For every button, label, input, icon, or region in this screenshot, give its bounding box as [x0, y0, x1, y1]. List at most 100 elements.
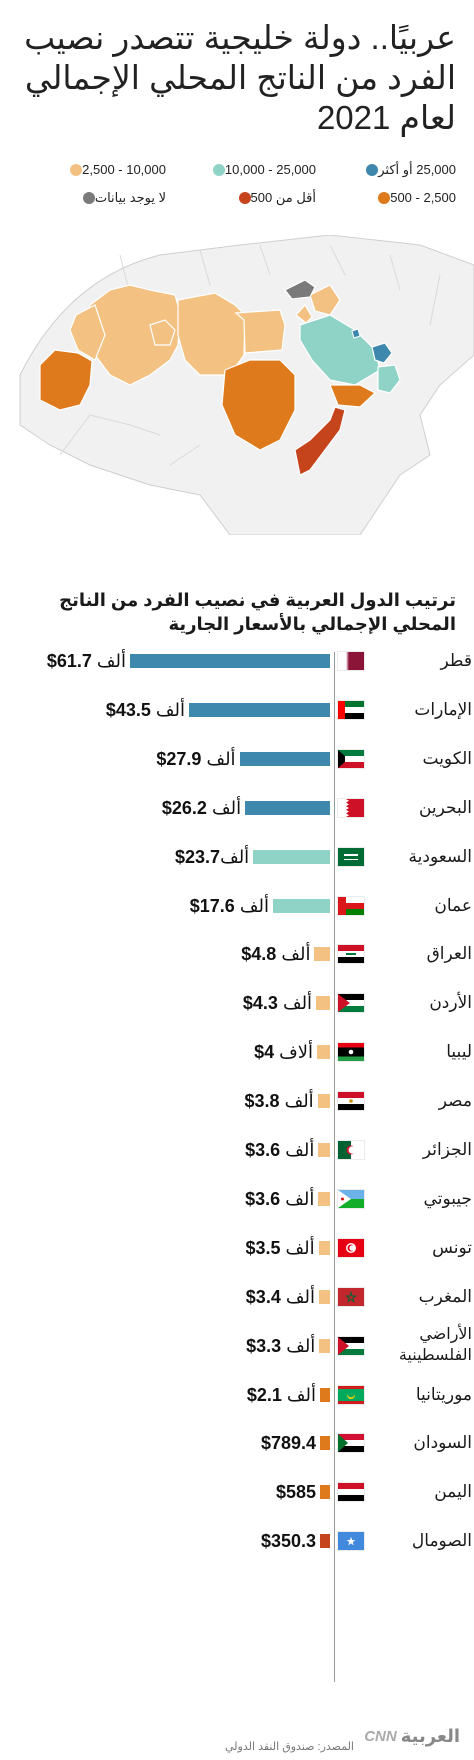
sudan-flag-icon: [338, 1434, 364, 1453]
bar: [317, 1045, 330, 1060]
jordan-flag-icon: [338, 994, 364, 1013]
bar: [318, 1240, 330, 1255]
value-label: $23.7ألف: [175, 846, 250, 867]
chart-row: موريتانيا $2.1 ألف: [0, 1375, 474, 1415]
bar: [316, 996, 330, 1011]
country-label: ليبيا: [446, 1042, 472, 1062]
oman-flag-icon: [338, 896, 364, 915]
legend-dot-icon: [212, 163, 225, 176]
value-label: $3.4 ألف: [245, 1286, 315, 1307]
djibouti-flag-icon: [338, 1189, 364, 1208]
value-label: $27.9 ألف: [156, 748, 236, 769]
chart-row: المغرب $3.4 ألف: [0, 1277, 474, 1317]
country-label: الأراضي الفلسطينية: [398, 1325, 472, 1364]
chart-row: الإمارات $43.5 ألف: [0, 690, 474, 730]
country-label: الكويت: [422, 748, 473, 768]
country-label: قطر: [440, 651, 472, 670]
value-label: $2.1 ألف: [246, 1384, 316, 1405]
chart-row: الكويت $27.9 ألف: [0, 739, 474, 779]
value-label: $3.5 ألف: [245, 1237, 315, 1258]
chart-row: تونس $3.5 ألف: [0, 1228, 474, 1268]
qatar-flag-icon: [338, 652, 364, 670]
country-label: السودان: [413, 1433, 472, 1453]
country-label: الجزائر: [422, 1140, 472, 1159]
chart-row: السعودية $23.7ألف: [0, 837, 474, 877]
bar: [319, 1338, 330, 1353]
country-label: مصر: [438, 1091, 472, 1111]
bar: [318, 1191, 330, 1206]
libya-flag-icon: [338, 1043, 364, 1062]
kuwait-flag-icon: [338, 749, 364, 768]
iraq-flag-icon: [338, 945, 364, 964]
value-label: $4 ألاف: [254, 1042, 314, 1063]
chart-row: الأردن $4.3 ألف: [0, 983, 474, 1023]
bar: [320, 1485, 330, 1500]
value-label: $4.8 ألف: [241, 944, 311, 965]
map-legend: 25,000 أو أكثر 10,000 - 25,000 2,500 - 1…: [16, 162, 456, 222]
brand-arabic: العربية: [400, 1725, 460, 1746]
country-label: عمان: [434, 895, 472, 915]
value-label: $26.2 ألف: [161, 797, 242, 818]
bar: [239, 751, 330, 766]
country-label: الأردن: [429, 993, 472, 1013]
bar: [253, 849, 330, 864]
bar: [188, 702, 330, 717]
egypt-flag-icon: [338, 1092, 364, 1111]
legend-dot-icon: [238, 192, 251, 204]
bar: [130, 654, 330, 668]
country-label: جيبوتي: [423, 1188, 472, 1208]
bar: [317, 1094, 330, 1109]
value-label: $585: [275, 1482, 316, 1503]
chart-title: ترتيب الدول العربية في نصيب الفرد من الن…: [59, 590, 456, 634]
bar: [318, 1143, 330, 1157]
bar: [318, 1289, 330, 1304]
value-label: $4.3 ألف: [242, 993, 313, 1014]
country-label: المغرب: [418, 1286, 472, 1306]
value-label: $350.3: [260, 1531, 316, 1552]
country-label: السعودية: [408, 846, 472, 866]
chart-row: قطر $61.7 ألف: [0, 641, 474, 681]
chart-row: ليبيا $4 ألاف: [0, 1032, 474, 1072]
chart-row: السودان $789.4: [0, 1423, 474, 1463]
value-label: $3.6 ألف: [245, 1140, 315, 1160]
chart-row: جيبوتي $3.6 ألف: [0, 1179, 474, 1219]
uae-flag-icon: [338, 700, 364, 719]
country-label: البحرين: [418, 797, 472, 817]
bar: [320, 1387, 330, 1402]
chart-row: عمان $17.6 ألف: [0, 886, 474, 926]
title-line-3: لعام 2021: [316, 99, 456, 136]
chart-row: العراق $4.8 ألف: [0, 934, 474, 974]
value-label: $3.6 ألف: [245, 1188, 315, 1209]
chart-row: الأراضي الفلسطينية $3.3 ألف: [0, 1326, 474, 1366]
somalia-flag-icon: [338, 1532, 364, 1551]
legend-dot-icon: [82, 192, 95, 204]
yemen-flag-icon: [338, 1483, 364, 1502]
country-label: موريتانيا: [415, 1384, 472, 1404]
legend-item-no-data: لا يوجد بيانات: [77, 190, 166, 206]
bar: [272, 898, 330, 913]
brand-cnn: CNN: [364, 1727, 397, 1745]
title-line-1: عربيًا.. دولة خليجية تتصدر نصيب: [24, 19, 456, 56]
legend-item-2500-10000: 2,500 - 10,000: [64, 162, 166, 177]
chart-row: الجزائر $3.6 ألف: [0, 1130, 474, 1170]
country-label: الإمارات: [414, 699, 472, 719]
bar: [320, 1436, 330, 1451]
value-label: $789.4: [260, 1433, 316, 1454]
chart-row: اليمن $585: [0, 1472, 474, 1512]
legend-item-500-2500: 500 - 2,500: [372, 190, 456, 205]
bahrain-flag-icon: [338, 798, 364, 817]
tunisia-flag-icon: [338, 1238, 364, 1257]
country-label: العراق: [426, 944, 472, 964]
arab-world-map: [0, 234, 474, 536]
legend-item-under-500: أقل من 500: [233, 190, 316, 206]
value-label: $61.7 ألف: [46, 651, 126, 671]
legend-item-10000-25000: 10,000 - 25,000: [207, 162, 316, 177]
legend-dot-icon: [70, 163, 83, 176]
source-note: المصدر: صندوق النقد الدولي: [225, 1741, 354, 1753]
value-label: $3.3 ألف: [246, 1335, 316, 1356]
page-title: عربيًا.. دولة خليجية تتصدر نصيب الفرد من…: [16, 18, 456, 138]
country-label: الصومال: [411, 1531, 472, 1551]
country-label: تونس: [432, 1237, 472, 1257]
chart-row: الصومال $350.3: [0, 1521, 474, 1561]
